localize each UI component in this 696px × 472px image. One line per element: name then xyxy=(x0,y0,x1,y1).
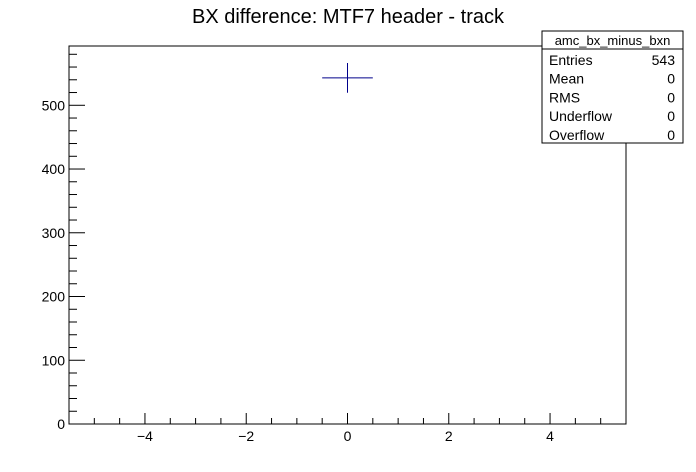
stats-box-frame xyxy=(541,30,684,144)
x-tick-label: 2 xyxy=(445,428,453,444)
y-tick-label: 0 xyxy=(57,416,65,432)
stat-label: RMS xyxy=(549,89,580,105)
stat-label: Overflow xyxy=(549,127,605,143)
y-tick-label: 200 xyxy=(42,289,66,305)
stat-label: Entries xyxy=(549,52,593,68)
stat-value: 0 xyxy=(667,127,675,143)
x-tick-label: −2 xyxy=(238,428,254,444)
stat-value: 0 xyxy=(667,108,675,124)
x-axis-tick-labels: −4 −2 0 2 4 xyxy=(137,428,554,444)
y-tick-label: 100 xyxy=(42,352,66,368)
stat-value: 543 xyxy=(652,52,676,68)
y-tick-label: 300 xyxy=(42,225,66,241)
y-axis-tick-labels: 0 100 200 300 400 500 xyxy=(42,97,66,432)
stats-box-title: amc_bx_minus_bxn xyxy=(555,33,671,48)
y-tick-label: 400 xyxy=(42,161,66,177)
stat-value: 0 xyxy=(667,89,675,105)
data-points xyxy=(322,63,373,93)
chart-title: BX difference: MTF7 header - track xyxy=(192,6,505,28)
stats-box: amc_bx_minus_bxn Entries 543 Mean 0 RMS 0 Unde… xyxy=(541,30,684,144)
x-tick-label: 0 xyxy=(344,428,352,444)
stat-label: Mean xyxy=(549,71,584,87)
stat-value: 0 xyxy=(667,71,675,87)
y-tick-label: 500 xyxy=(42,97,66,113)
y-axis-ticks xyxy=(69,53,85,425)
stat-label: Underflow xyxy=(549,108,613,124)
x-tick-label: −4 xyxy=(137,428,153,444)
x-axis-ticks xyxy=(93,413,602,424)
x-tick-label: 4 xyxy=(546,428,554,444)
data-point xyxy=(322,63,373,93)
stats-rows: Entries 543 Mean 0 RMS 0 Underflow 0 Overflow 0 xyxy=(549,52,675,143)
